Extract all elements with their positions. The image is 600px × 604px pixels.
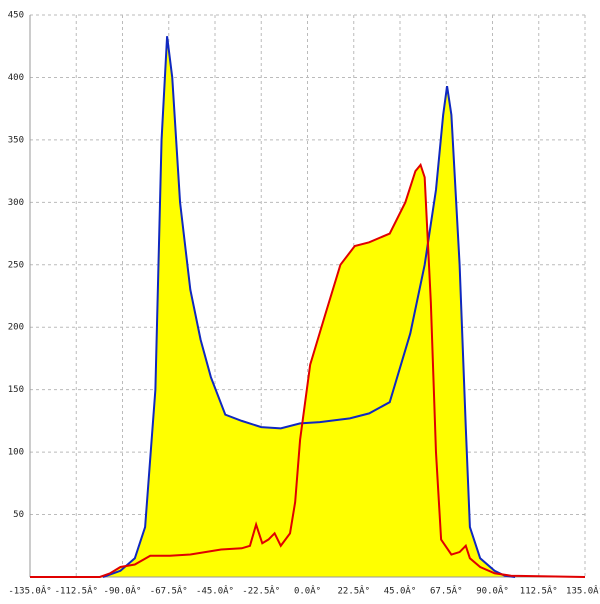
y-tick-label: 200: [8, 323, 24, 333]
area-fill: [30, 164, 585, 577]
x-tick-label: -67.5Â°: [150, 585, 188, 597]
x-tick-label: -22.5Â°: [242, 585, 280, 597]
series-line: [30, 162, 586, 578]
x-tick-label: 45.0Â°: [384, 585, 417, 597]
y-tick-label: 250: [8, 260, 24, 270]
y-tick-label: 400: [8, 73, 24, 83]
y-tick-label: 300: [8, 198, 24, 208]
x-tick-label: 112.5Â°: [520, 585, 558, 597]
x-tick-label: 67.5Â°: [430, 585, 463, 597]
x-tick-label: -45.0Â°: [196, 585, 234, 597]
y-tick-label: 150: [8, 385, 24, 395]
x-tick-label: -112.5Â°: [55, 585, 98, 597]
x-tick-label: 135.0Â°: [566, 585, 600, 597]
series-line: [102, 36, 516, 578]
y-tick-label: 100: [8, 448, 24, 458]
y-tick-label: 450: [8, 11, 24, 21]
x-tick-label: -90.0Â°: [104, 585, 142, 597]
x-tick-label: 0.0Â°: [294, 585, 321, 597]
x-tick-label: 22.5Â°: [337, 585, 370, 597]
x-tick-label: 90.0Â°: [476, 585, 509, 597]
y-tick-label: 350: [8, 135, 24, 145]
y-tick-label: 50: [13, 510, 24, 520]
x-tick-label: -135.0Â°: [8, 585, 51, 597]
